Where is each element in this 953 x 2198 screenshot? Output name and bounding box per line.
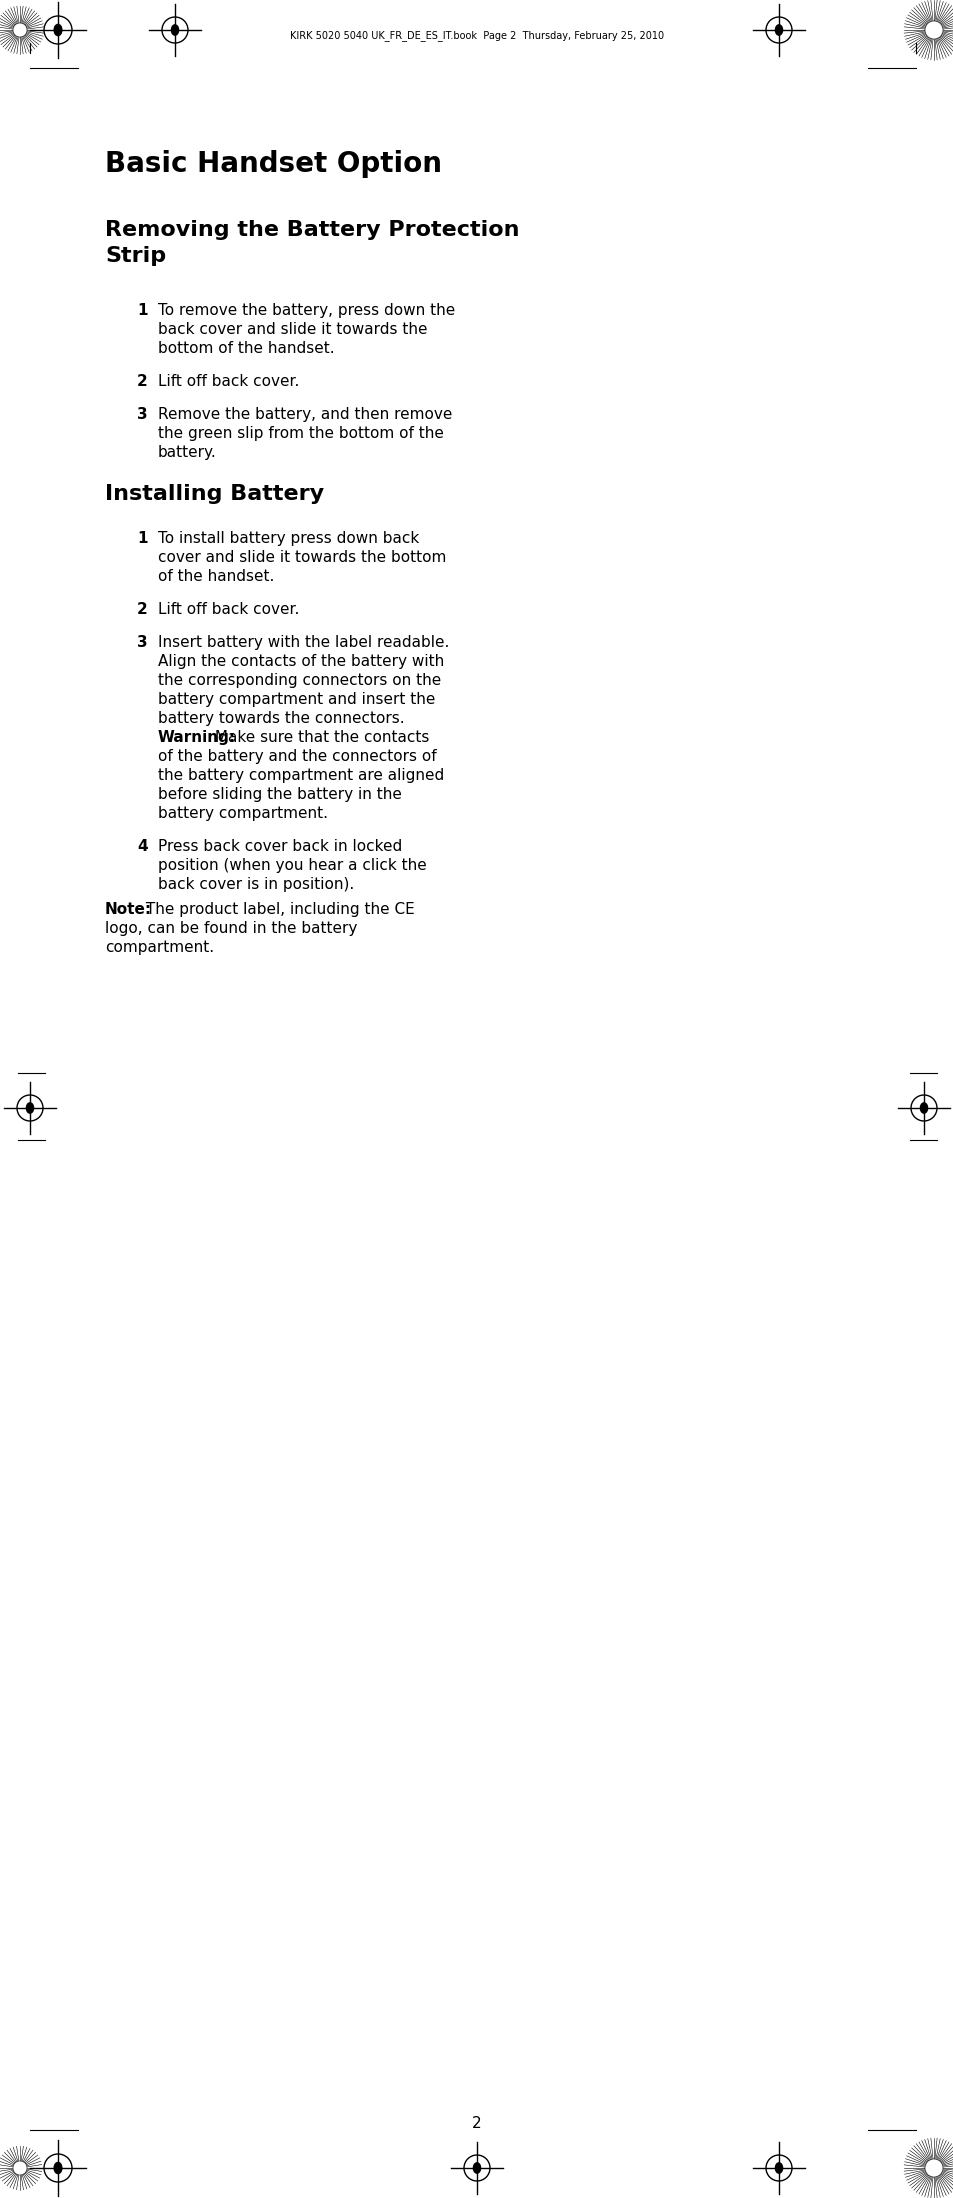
- Text: 2: 2: [137, 374, 148, 389]
- Text: the corresponding connectors on the: the corresponding connectors on the: [158, 673, 441, 688]
- Circle shape: [924, 2158, 942, 2176]
- Text: 2: 2: [472, 2114, 481, 2130]
- Text: To install battery press down back: To install battery press down back: [158, 532, 418, 545]
- Text: 3: 3: [137, 635, 148, 651]
- Text: the green slip from the bottom of the: the green slip from the bottom of the: [158, 426, 443, 442]
- Text: 3: 3: [137, 407, 148, 422]
- Ellipse shape: [54, 24, 62, 35]
- Text: 1: 1: [137, 303, 148, 319]
- Text: KIRK 5020 5040 UK_FR_DE_ES_IT.book  Page 2  Thursday, February 25, 2010: KIRK 5020 5040 UK_FR_DE_ES_IT.book Page …: [290, 31, 663, 42]
- Ellipse shape: [775, 24, 781, 35]
- Text: of the battery and the connectors of: of the battery and the connectors of: [158, 750, 436, 765]
- Text: Lift off back cover.: Lift off back cover.: [158, 374, 299, 389]
- Text: Remove the battery, and then remove: Remove the battery, and then remove: [158, 407, 452, 422]
- Text: battery.: battery.: [158, 444, 216, 459]
- Text: Warning:: Warning:: [158, 730, 236, 745]
- Text: Strip: Strip: [105, 246, 166, 266]
- Text: The product label, including the CE: The product label, including the CE: [141, 901, 415, 917]
- Text: back cover is in position).: back cover is in position).: [158, 877, 354, 892]
- Text: back cover and slide it towards the: back cover and slide it towards the: [158, 321, 427, 336]
- Ellipse shape: [920, 1103, 926, 1112]
- Text: cover and slide it towards the bottom: cover and slide it towards the bottom: [158, 550, 446, 565]
- Text: 4: 4: [137, 840, 148, 855]
- Text: logo, can be found in the battery: logo, can be found in the battery: [105, 921, 357, 936]
- Text: Removing the Battery Protection: Removing the Battery Protection: [105, 220, 519, 240]
- Text: compartment.: compartment.: [105, 941, 213, 954]
- Text: Insert battery with the label readable.: Insert battery with the label readable.: [158, 635, 449, 651]
- Text: position (when you hear a click the: position (when you hear a click the: [158, 857, 426, 873]
- Text: Lift off back cover.: Lift off back cover.: [158, 602, 299, 618]
- Text: Basic Handset Option: Basic Handset Option: [105, 149, 441, 178]
- Text: bottom of the handset.: bottom of the handset.: [158, 341, 335, 356]
- Circle shape: [924, 22, 942, 40]
- Text: battery compartment.: battery compartment.: [158, 807, 328, 822]
- Text: before sliding the battery in the: before sliding the battery in the: [158, 787, 401, 802]
- Ellipse shape: [54, 2163, 62, 2174]
- Text: Make sure that the contacts: Make sure that the contacts: [210, 730, 429, 745]
- Text: the battery compartment are aligned: the battery compartment are aligned: [158, 767, 444, 782]
- Circle shape: [13, 2161, 27, 2176]
- Text: Press back cover back in locked: Press back cover back in locked: [158, 840, 402, 855]
- Text: Align the contacts of the battery with: Align the contacts of the battery with: [158, 655, 444, 668]
- Circle shape: [13, 22, 27, 37]
- Text: 2: 2: [137, 602, 148, 618]
- Ellipse shape: [775, 2163, 781, 2174]
- Text: Note:: Note:: [105, 901, 152, 917]
- Text: 1: 1: [137, 532, 148, 545]
- Text: Installing Battery: Installing Battery: [105, 484, 324, 503]
- Ellipse shape: [172, 24, 178, 35]
- Ellipse shape: [27, 1103, 33, 1112]
- Ellipse shape: [473, 2163, 480, 2174]
- Text: battery compartment and insert the: battery compartment and insert the: [158, 692, 435, 708]
- Text: of the handset.: of the handset.: [158, 569, 274, 585]
- Text: To remove the battery, press down the: To remove the battery, press down the: [158, 303, 455, 319]
- Text: battery towards the connectors.: battery towards the connectors.: [158, 710, 404, 725]
